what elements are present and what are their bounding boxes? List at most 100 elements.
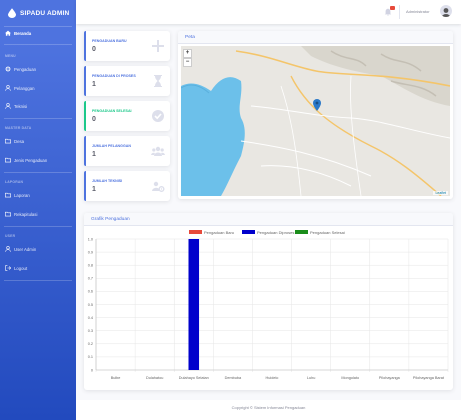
map-marker-icon[interactable]	[313, 99, 321, 111]
card-value: 0	[92, 116, 96, 123]
notification-badge	[390, 6, 395, 10]
chart-title: Grafik Pengaduan	[84, 213, 453, 226]
users-cog-icon	[152, 181, 165, 192]
card-jumlah-pelanggan: JUMLAH PELANGGAN 1	[84, 136, 170, 166]
y-tick-label: 0.6	[88, 290, 93, 294]
user-icon	[5, 85, 11, 91]
nav-pengaduan-label: Pengaduan	[14, 66, 36, 72]
card-pengaduan-diproses: PENGADUAN DI PROSES 1	[84, 66, 170, 96]
nav-logout[interactable]: Logout	[0, 261, 76, 275]
card-value: 1	[92, 186, 96, 193]
brand[interactable]: SIPADU ADMIN	[0, 0, 76, 26]
x-tick-label: Mongolato	[341, 376, 359, 380]
folder-icon	[5, 211, 11, 217]
home-icon	[5, 30, 11, 36]
nav-desa[interactable]: Desa	[0, 134, 76, 148]
user-icon	[5, 103, 11, 109]
brand-title: SIPADU ADMIN	[20, 9, 70, 17]
x-tick-label: Dembuba	[225, 376, 242, 380]
map-tiles[interactable]	[181, 46, 450, 196]
y-tick-label: 0.9	[88, 250, 93, 254]
legend-swatch	[295, 230, 308, 234]
nav-pelanggan[interactable]: Pelanggan	[0, 81, 76, 95]
chart-panel: Grafik Pengaduan Pengaduan Baru Pengaduan…	[84, 213, 453, 390]
nav-pelanggan-label: Pelanggan	[14, 85, 35, 91]
nav-laporan[interactable]: Laporan	[0, 188, 76, 202]
plus-icon	[152, 40, 164, 52]
bar-chart: Pengaduan Baru Pengaduan Diproses Pengadua…	[88, 230, 449, 380]
heading-user: USER	[5, 234, 16, 238]
hourglass-icon	[154, 75, 162, 87]
legend-label: Pengaduan Selesai	[310, 230, 345, 235]
y-tick-label: 0.2	[88, 342, 93, 346]
bell-icon[interactable]	[384, 8, 392, 16]
heading-laporan: LAPORAN	[5, 180, 24, 184]
legend-swatch	[242, 230, 255, 234]
divider	[4, 26, 72, 27]
y-tick-label: 0.4	[88, 316, 93, 320]
nav-pengaduan[interactable]: Pengaduan	[0, 62, 76, 76]
copyright: Copyright © Sistem Informasi Pengaduan	[231, 405, 306, 410]
username[interactable]: Administrator	[406, 9, 430, 14]
nav-jenis-pengaduan[interactable]: Jenis Pengaduan	[0, 153, 76, 167]
x-tick-label: Pilohayanga Barat	[413, 376, 445, 380]
card-label: PENGADUAN DI PROSES	[92, 74, 136, 78]
nav-teknisi[interactable]: Teknisi	[0, 99, 76, 113]
divider	[4, 280, 72, 281]
nav-laporan-label: Laporan	[14, 192, 30, 198]
logout-icon	[5, 265, 11, 271]
card-label: JUMLAH TEKNISI	[92, 179, 123, 183]
y-tick-label: 0.7	[88, 277, 93, 281]
footer: Copyright © Sistem Informasi Pengaduan	[76, 400, 461, 420]
divider	[4, 118, 72, 119]
card-label: PENGADUAN SELESAI	[92, 109, 132, 113]
card-pengaduan-selesai: PENGADUAN SELESAI 0	[84, 101, 170, 131]
card-accent	[84, 66, 86, 96]
nav-teknisi-label: Teknisi	[14, 103, 28, 109]
zoom-out-button[interactable]: −	[183, 58, 192, 67]
nav-user-admin-label: User Admin	[14, 246, 37, 252]
zoom-in-button[interactable]: +	[183, 49, 192, 58]
card-accent	[84, 31, 86, 61]
card-label: PENGADUAN BARU	[92, 39, 127, 43]
y-tick-label: 0.1	[88, 355, 93, 359]
y-tick-label: 0	[91, 368, 93, 372]
x-tick-label: Luhu	[307, 376, 315, 380]
x-tick-label: Dulahayo Selatan	[179, 376, 209, 380]
divider	[4, 226, 72, 227]
card-value: 0	[92, 46, 96, 53]
legend-label: Pengaduan Diproses	[257, 230, 294, 235]
legend-label: Pengaduan Baru	[204, 230, 234, 235]
folder-icon	[5, 192, 11, 198]
water-drop-icon	[8, 8, 16, 18]
divider	[4, 172, 72, 173]
card-value: 1	[92, 81, 96, 88]
divider	[4, 44, 72, 45]
y-tick-label: 1.0	[88, 237, 93, 241]
nav-dashboard[interactable]: Beranda	[0, 26, 76, 40]
map-attribution[interactable]: Leaflet	[433, 191, 448, 195]
nav-logout-label: Logout	[14, 265, 28, 271]
heading-master-data: MASTER DATA	[5, 126, 32, 130]
sidebar: SIPADU ADMIN Beranda MENU Pengaduan Pela…	[0, 0, 76, 420]
users-icon	[151, 146, 165, 156]
x-tick-label: Bulbe	[111, 376, 121, 380]
avatar[interactable]	[440, 5, 452, 17]
card-accent	[84, 101, 86, 131]
nav-rekapitulasi[interactable]: Rekapitulasi	[0, 207, 76, 221]
heading-menu: MENU	[5, 54, 16, 58]
nav-rekap-label: Rekapitulasi	[14, 211, 38, 217]
nav-user-admin[interactable]: User Admin	[0, 242, 76, 256]
x-tick-label: Huidelo	[266, 376, 279, 380]
card-label: JUMLAH PELANGGAN	[92, 144, 131, 148]
bar	[188, 239, 200, 370]
nav-desa-label: Desa	[14, 138, 25, 144]
card-accent	[84, 136, 86, 166]
map-panel: Peta + − Leaflet	[178, 31, 453, 199]
folder-icon	[5, 138, 11, 144]
gear-icon	[5, 66, 11, 72]
nav-dashboard-label: Beranda	[14, 30, 32, 36]
x-tick-label: Pilohayanga	[379, 376, 401, 380]
map-view[interactable]: + − Leaflet	[181, 46, 450, 196]
y-tick-label: 0.5	[88, 303, 93, 307]
